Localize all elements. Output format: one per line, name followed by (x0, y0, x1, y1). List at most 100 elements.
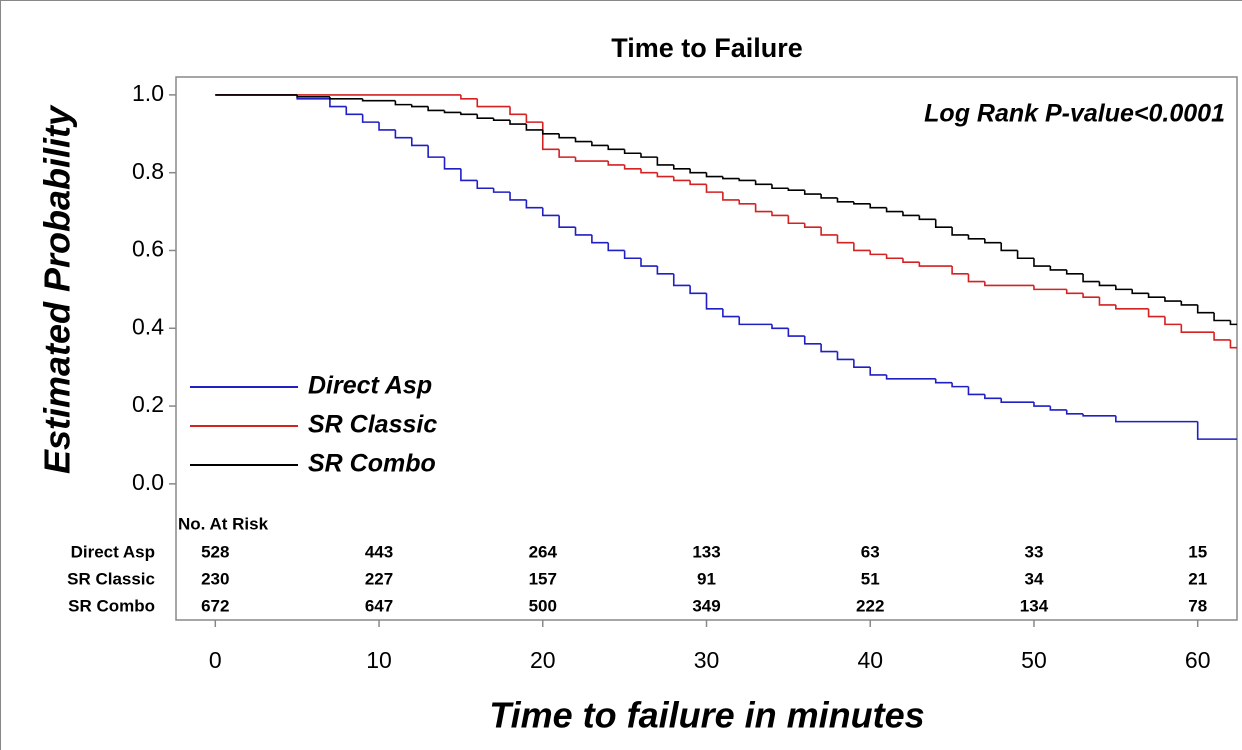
y-axis-title: Estimated Probability (37, 104, 78, 474)
survival-step (984, 394, 1002, 400)
survival-step (427, 145, 445, 158)
risk-row-name: Direct Asp (71, 542, 155, 561)
survival-step (738, 178, 756, 182)
survival-step (443, 110, 461, 114)
survival-step (492, 188, 511, 193)
survival-step (296, 94, 330, 98)
survival-step (1180, 301, 1198, 306)
survival-step (787, 188, 805, 191)
survival-step (1131, 289, 1149, 295)
x-tick-label: 0 (209, 647, 222, 673)
survival-step (492, 118, 511, 121)
survival-step (509, 192, 527, 201)
survival-step (820, 194, 838, 199)
survival-step (460, 94, 478, 100)
survival-step (476, 114, 494, 120)
survival-step (443, 157, 461, 170)
survival-step (1065, 409, 1084, 415)
x-tick-label: 60 (1185, 647, 1211, 673)
survival-step (541, 207, 560, 217)
annotation: Log Rank P-value<0.0001 (924, 100, 1225, 128)
survival-step (525, 199, 543, 209)
survival-step (836, 351, 854, 361)
risk-count: 443 (365, 542, 393, 561)
survival-step (771, 184, 789, 190)
risk-count: 230 (201, 569, 229, 588)
survival-step (951, 266, 969, 275)
survival-step (1098, 297, 1116, 306)
risk-count: 264 (529, 542, 558, 561)
y-tick-label: 0.4 (132, 313, 164, 339)
survival-step (656, 266, 674, 275)
survival-step (541, 129, 560, 135)
survival-step (1115, 285, 1133, 291)
survival-step (820, 227, 838, 236)
survival-step (885, 207, 903, 213)
risk-count: 51 (861, 569, 880, 588)
x-tick-label: 30 (694, 647, 720, 673)
survival-step (509, 120, 527, 125)
survival-step (427, 106, 445, 112)
survival-step (640, 153, 658, 158)
risk-count: 528 (201, 542, 229, 561)
risk-count: 227 (365, 569, 393, 588)
survival-step (607, 242, 625, 252)
legend-label: Direct Asp (308, 372, 432, 400)
survival-step (754, 180, 772, 186)
survival-step (1196, 421, 1237, 440)
survival-step (640, 168, 658, 174)
survival-step (869, 367, 887, 376)
survival-step (738, 316, 772, 326)
x-tick-label: 10 (366, 647, 392, 673)
survival-step (1033, 258, 1051, 267)
survival-step (558, 215, 576, 228)
survival-step (853, 201, 871, 205)
survival-step (1213, 332, 1231, 341)
survival-step (1196, 304, 1215, 314)
survival-step (754, 203, 772, 213)
survival-step (672, 176, 691, 182)
x-axis-title: Time to failure in minutes (489, 695, 924, 736)
survival-step (361, 98, 396, 102)
survival-step (1082, 413, 1116, 417)
survival-step (787, 215, 805, 225)
y-tick-label: 0.8 (132, 158, 164, 184)
survival-step (574, 157, 609, 162)
survival-step (607, 161, 625, 166)
survival-step (853, 242, 871, 252)
y-tick-label: 0.2 (132, 391, 164, 417)
survival-step (672, 273, 691, 287)
survival-step (509, 106, 527, 116)
survival-step (722, 308, 740, 318)
survival-step (1033, 402, 1051, 407)
survival-step (476, 180, 494, 190)
chart-title: Time to Failure (611, 33, 803, 63)
risk-count: 34 (1025, 569, 1044, 588)
survival-step (672, 164, 691, 170)
risk-count: 134 (1020, 596, 1049, 615)
survival-step (836, 197, 854, 203)
survival-step (951, 227, 969, 236)
x-tick-label: 40 (857, 647, 883, 673)
survival-step (361, 114, 380, 123)
risk-count: 647 (365, 596, 393, 615)
survival-step (803, 336, 822, 345)
survival-step (460, 112, 478, 116)
survival-step (1082, 273, 1100, 283)
survival-step (787, 328, 805, 337)
survival-step (722, 192, 740, 201)
survival-step (1098, 281, 1116, 287)
survival-step (656, 157, 674, 166)
legend-label: SR Classic (308, 411, 437, 439)
survival-step (967, 386, 985, 396)
survival-step (1180, 324, 1215, 333)
survival-step (689, 285, 707, 295)
survival-step (525, 124, 543, 131)
survival-step (869, 250, 887, 256)
risk-count: 63 (861, 542, 880, 561)
survival-step (902, 258, 920, 263)
survival-step (836, 234, 854, 244)
survival-step (1065, 289, 1084, 295)
survival-step (1065, 269, 1084, 275)
survival-step (574, 227, 592, 236)
